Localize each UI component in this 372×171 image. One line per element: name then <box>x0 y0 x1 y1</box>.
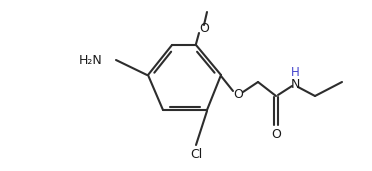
Text: O: O <box>199 22 209 35</box>
Text: H: H <box>291 67 299 80</box>
Text: O: O <box>271 128 281 141</box>
Text: N: N <box>290 77 300 90</box>
Text: H₂N: H₂N <box>79 54 103 67</box>
Text: O: O <box>233 89 243 102</box>
Text: Cl: Cl <box>190 148 202 161</box>
